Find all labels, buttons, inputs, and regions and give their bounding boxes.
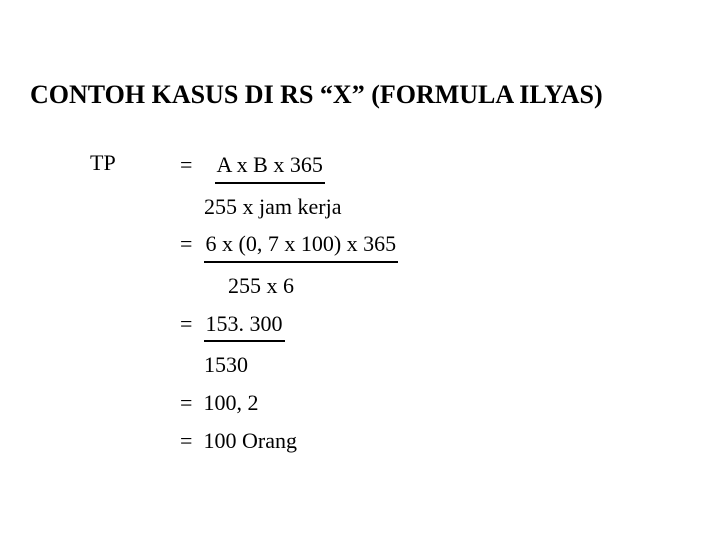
variable-label: TP: [30, 150, 180, 176]
equals-sign: =: [180, 426, 198, 456]
page-title: CONTOH KASUS DI RS “X” (FORMULA ILYAS): [30, 80, 690, 110]
step1-denominator: 255 x jam kerja: [180, 192, 398, 222]
equals-sign: =: [180, 309, 198, 339]
equals-sign: =: [180, 229, 198, 259]
step1-numerator-line: = A x B x 365: [180, 150, 398, 184]
equals-sign: =: [180, 388, 198, 418]
step5-line: = 100 Orang: [180, 426, 398, 456]
step3-denominator: 1530: [180, 350, 398, 380]
step2-denominator: 255 x 6: [180, 271, 398, 301]
calculation-steps: = A x B x 365 255 x jam kerja = 6 x (0, …: [180, 150, 398, 464]
step3-numerator: 153. 300: [204, 309, 285, 343]
step1-numerator: A x B x 365: [215, 150, 325, 184]
step5-value: 100 Orang: [204, 428, 297, 453]
step2-numerator: 6 x (0, 7 x 100) x 365: [204, 229, 399, 263]
step3-numerator-line: = 153. 300: [180, 309, 398, 343]
equals-sign: =: [180, 150, 198, 180]
step4-line: = 100, 2: [180, 388, 398, 418]
step2-numerator-line: = 6 x (0, 7 x 100) x 365: [180, 229, 398, 263]
formula-block: TP = A x B x 365 255 x jam kerja = 6 x (…: [30, 150, 690, 464]
step4-value: 100, 2: [204, 390, 259, 415]
